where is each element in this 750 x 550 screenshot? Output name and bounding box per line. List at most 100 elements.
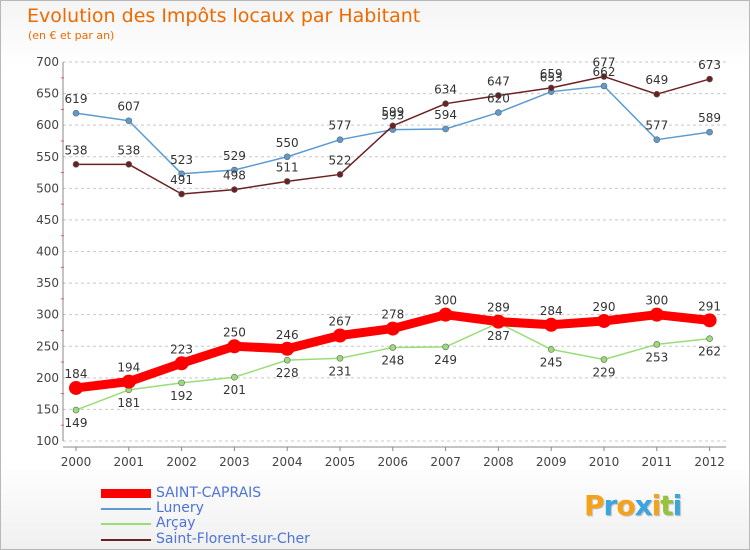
- data-point: [178, 170, 185, 178]
- data-point: [333, 328, 347, 343]
- data-label: 245: [540, 355, 563, 369]
- data-point: [600, 82, 608, 90]
- data-label: 192: [170, 389, 193, 403]
- data-label: 223: [170, 342, 193, 356]
- data-label: 246: [276, 328, 299, 342]
- data-label: 201: [223, 383, 246, 397]
- x-tick-label: 2008: [483, 455, 514, 469]
- data-label: 620: [487, 92, 510, 106]
- data-point: [231, 373, 238, 381]
- data-label: 149: [65, 416, 88, 430]
- data-label: 278: [381, 308, 404, 322]
- data-label: 589: [698, 111, 721, 125]
- data-point: [600, 356, 608, 363]
- data-label: 267: [329, 315, 352, 329]
- y-tick-label: 150: [36, 402, 59, 416]
- data-point: [653, 341, 661, 348]
- data-label: 262: [698, 345, 721, 359]
- x-tick-label: 2002: [166, 455, 197, 469]
- data-point: [547, 346, 555, 353]
- y-tick-label: 600: [36, 118, 59, 132]
- y-tick-label: 350: [36, 276, 59, 290]
- data-label: 287: [487, 329, 510, 343]
- legend-item-saint-florent[interactable]: Saint-Florent-sur-Cher: [101, 531, 421, 547]
- legend-item-lunery[interactable]: Lunery: [101, 500, 421, 516]
- x-tick-label: 2009: [536, 455, 567, 469]
- data-label: 662: [593, 65, 616, 79]
- data-label: 538: [65, 143, 88, 157]
- data-point: [438, 307, 453, 322]
- data-label: 634: [434, 83, 457, 97]
- data-point: [283, 356, 291, 364]
- data-point: [442, 125, 449, 133]
- data-point: [174, 356, 189, 371]
- data-point: [231, 186, 238, 193]
- data-label: 511: [276, 160, 299, 174]
- data-point: [547, 84, 555, 92]
- data-label: 538: [117, 143, 140, 157]
- data-point: [336, 354, 344, 362]
- data-label: 250: [223, 325, 246, 339]
- data-label: 522: [329, 153, 352, 167]
- x-tick-label: 2011: [642, 455, 673, 469]
- data-point: [653, 90, 661, 98]
- legend-swatch: [101, 489, 151, 498]
- data-label: 229: [593, 366, 616, 380]
- data-point: [336, 136, 344, 143]
- y-tick-label: 500: [36, 181, 59, 195]
- legend-label: SAINT-CAPRAIS: [156, 485, 262, 501]
- data-point: [706, 128, 713, 136]
- legend-label: Arçay: [156, 515, 196, 531]
- y-tick-label: 650: [36, 87, 59, 101]
- data-label: 653: [540, 71, 563, 85]
- x-tick-label: 2012: [694, 455, 725, 469]
- data-label: 529: [223, 149, 246, 163]
- chart-title: Evolution des Impôts locaux par Habitant: [27, 5, 421, 27]
- legend-item-arcay[interactable]: Arçay: [101, 515, 421, 531]
- data-point: [231, 166, 238, 174]
- data-point: [544, 317, 559, 332]
- data-point: [283, 153, 291, 161]
- y-tick-label: 700: [36, 55, 59, 69]
- data-label: 594: [434, 108, 457, 122]
- data-label: 599: [381, 105, 404, 119]
- x-tick-label: 2000: [61, 455, 92, 469]
- x-tick-label: 2006: [378, 455, 409, 469]
- data-point: [72, 406, 80, 414]
- data-point: [125, 117, 133, 125]
- data-label: 253: [645, 350, 668, 364]
- data-point: [178, 190, 185, 198]
- data-label: 498: [223, 169, 246, 183]
- x-tick-label: 2007: [430, 455, 461, 469]
- data-label: 659: [540, 67, 563, 81]
- data-point: [385, 321, 400, 336]
- chart-subtitle: (en € et par an): [28, 29, 115, 42]
- legend-swatch: [101, 523, 151, 525]
- data-point: [706, 335, 713, 342]
- data-point: [336, 171, 344, 178]
- data-point: [597, 313, 611, 328]
- x-tick-label: 2001: [114, 455, 145, 469]
- y-tick-label: 400: [36, 245, 59, 259]
- data-label: 231: [329, 364, 352, 378]
- data-label: 249: [434, 353, 457, 367]
- data-point: [125, 161, 133, 168]
- data-label: 550: [276, 136, 299, 150]
- data-point: [121, 374, 136, 389]
- data-label: 673: [698, 58, 721, 72]
- data-label: 181: [117, 396, 140, 410]
- data-point: [653, 136, 661, 143]
- data-point: [649, 307, 664, 322]
- data-label: 593: [381, 109, 404, 123]
- legend-item-saint-caprais[interactable]: SAINT-CAPRAIS: [101, 485, 421, 501]
- data-label: 194: [117, 361, 140, 375]
- data-point: [69, 380, 83, 395]
- data-label: 677: [593, 56, 616, 70]
- data-point: [442, 343, 449, 351]
- x-tick-label: 2003: [219, 455, 250, 469]
- y-tick-label: 250: [36, 339, 59, 353]
- data-point: [178, 379, 185, 387]
- data-point: [706, 75, 713, 83]
- data-point: [495, 109, 502, 116]
